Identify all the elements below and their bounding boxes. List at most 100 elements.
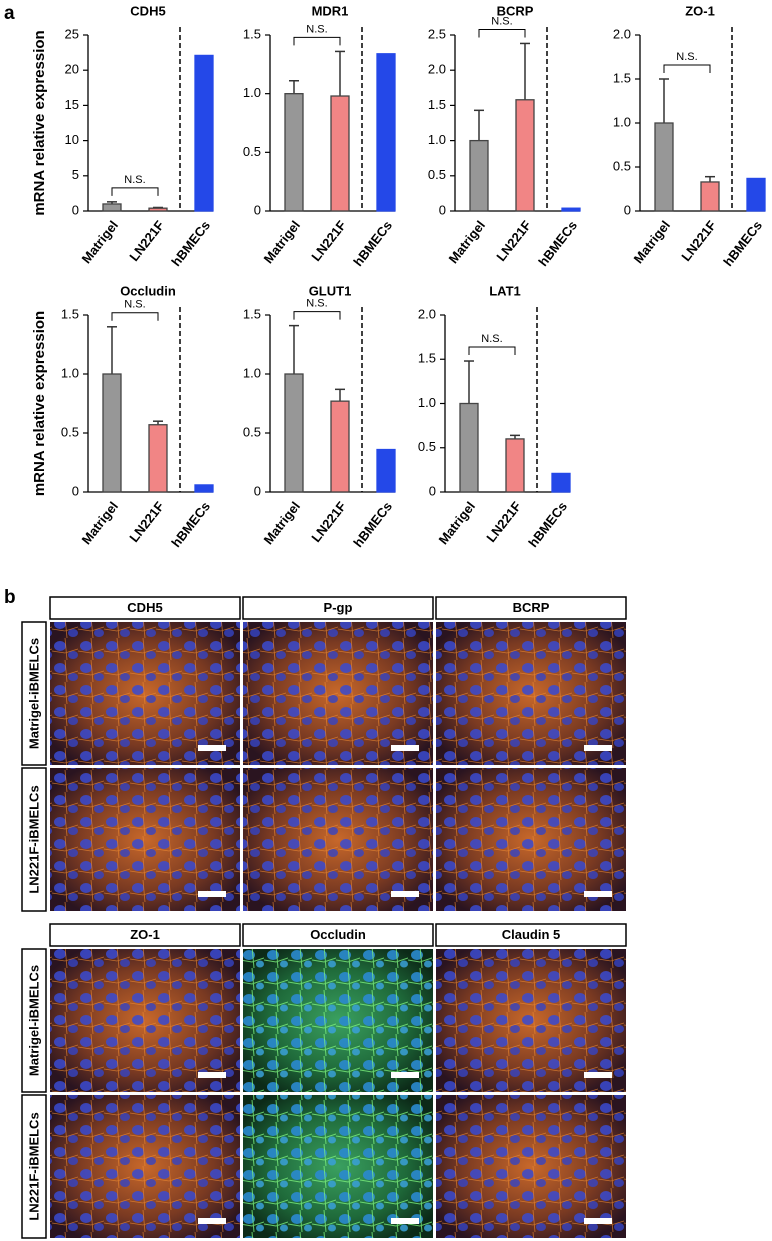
column-header-box xyxy=(435,596,627,620)
column-header: ZO-1 xyxy=(130,927,160,942)
x-tick-label: hBMECs xyxy=(525,499,570,550)
bar xyxy=(505,438,525,493)
row-header-box xyxy=(21,948,47,1093)
scale-bar xyxy=(584,745,612,751)
bracket xyxy=(293,311,341,320)
chart-title: CDH5 xyxy=(130,3,165,18)
chart-title: LAT1 xyxy=(489,283,521,298)
row-header: Matrigel-iBMELCs xyxy=(26,965,41,1076)
panel-label: b xyxy=(4,587,16,608)
column-header: Occludin xyxy=(310,927,366,942)
micrograph-cells xyxy=(243,1095,433,1238)
bar xyxy=(148,424,168,493)
x-tick-label: hBMECs xyxy=(168,499,213,550)
bar xyxy=(561,207,581,212)
annotation: N.S. xyxy=(124,174,145,186)
micrograph-cells xyxy=(50,1095,240,1238)
scale-bar xyxy=(198,891,226,897)
scale-bar xyxy=(584,1072,612,1078)
x-tick-label: Matrigel xyxy=(446,218,489,267)
chart-title: MDR1 xyxy=(312,3,349,18)
x-tick-label: LN221F xyxy=(678,218,719,264)
column-header: Claudin 5 xyxy=(502,927,561,942)
column-header-box xyxy=(435,923,627,947)
y-tick-label: 0 xyxy=(439,202,446,217)
bracket xyxy=(468,346,516,356)
y-tick-label: 2.0 xyxy=(418,306,436,321)
column-header-box xyxy=(49,923,241,947)
chart-title: GLUT1 xyxy=(309,283,352,298)
row-header-box xyxy=(21,621,47,766)
x-tick-label: Matrigel xyxy=(261,218,304,267)
micrograph-cells xyxy=(243,949,433,1092)
bar xyxy=(700,181,720,212)
y-tick-label: 0.5 xyxy=(428,167,446,182)
x-tick-label: LN221F xyxy=(493,218,534,264)
x-tick-label: Matrigel xyxy=(436,499,479,548)
x-tick-label: hBMECs xyxy=(720,218,765,269)
x-tick-label: LN221F xyxy=(308,499,349,545)
bar xyxy=(194,54,214,212)
y-axis-label: mRNA relative expression xyxy=(31,30,48,215)
y-tick-label: 1.5 xyxy=(428,97,446,112)
y-tick-label: 1.0 xyxy=(243,85,261,100)
y-tick-label: 1.5 xyxy=(61,306,79,321)
bar xyxy=(284,373,304,493)
bracket xyxy=(293,36,341,46)
annotation: N.S. xyxy=(124,299,145,311)
y-tick-label: 1.0 xyxy=(243,365,261,380)
bar xyxy=(102,203,122,212)
y-axis-label: mRNA relative expression xyxy=(31,311,48,496)
micrograph-cells xyxy=(436,768,626,911)
bar xyxy=(330,95,350,212)
x-tick-label: Matrigel xyxy=(631,218,674,267)
scale-bar xyxy=(391,1218,419,1224)
bar xyxy=(515,99,535,212)
column-header: BCRP xyxy=(513,600,550,615)
micrograph-cells xyxy=(50,949,240,1092)
y-tick-label: 0 xyxy=(624,202,631,217)
y-tick-label: 1.0 xyxy=(61,365,79,380)
column-header-box xyxy=(242,923,434,947)
x-tick-label: LN221F xyxy=(483,499,524,545)
y-tick-label: 0 xyxy=(72,483,79,498)
y-tick-label: 0 xyxy=(72,202,79,217)
y-tick-label: 2.0 xyxy=(428,62,446,77)
bar xyxy=(376,53,396,212)
y-tick-label: 0.5 xyxy=(243,424,261,439)
scale-bar xyxy=(584,1218,612,1224)
bracket xyxy=(663,64,711,73)
scale-bar xyxy=(198,745,226,751)
scale-bar xyxy=(198,1072,226,1078)
chart-title: ZO-1 xyxy=(685,3,715,18)
panel-label: a xyxy=(4,3,15,24)
row-header: Matrigel-iBMELCs xyxy=(26,638,41,749)
y-tick-label: 1.0 xyxy=(613,114,631,129)
annotation: N.S. xyxy=(676,51,697,63)
column-header: CDH5 xyxy=(127,600,162,615)
x-tick-label: hBMECs xyxy=(535,218,580,269)
annotation: N.S. xyxy=(491,15,512,27)
micrograph-cells xyxy=(436,622,626,765)
y-tick-label: 0.5 xyxy=(613,158,631,173)
x-tick-label: LN221F xyxy=(126,218,167,264)
x-tick-label: hBMECs xyxy=(168,218,213,269)
x-tick-label: Matrigel xyxy=(79,218,122,267)
scale-bar xyxy=(391,891,419,897)
y-tick-label: 5 xyxy=(72,167,79,182)
y-tick-label: 1.0 xyxy=(418,395,436,410)
bar xyxy=(330,400,350,493)
micrograph-cells xyxy=(50,622,240,765)
y-tick-label: 1.5 xyxy=(243,26,261,41)
micrograph-cells xyxy=(436,1095,626,1238)
micrograph-cells xyxy=(50,768,240,911)
micrograph-cells xyxy=(243,768,433,911)
annotation: N.S. xyxy=(306,298,327,310)
bar xyxy=(102,373,122,493)
y-tick-label: 0 xyxy=(429,483,436,498)
y-tick-label: 2.5 xyxy=(428,26,446,41)
bar xyxy=(148,207,168,212)
y-tick-label: 1.5 xyxy=(418,351,436,366)
scale-bar xyxy=(391,745,419,751)
x-tick-label: hBMECs xyxy=(350,218,395,269)
